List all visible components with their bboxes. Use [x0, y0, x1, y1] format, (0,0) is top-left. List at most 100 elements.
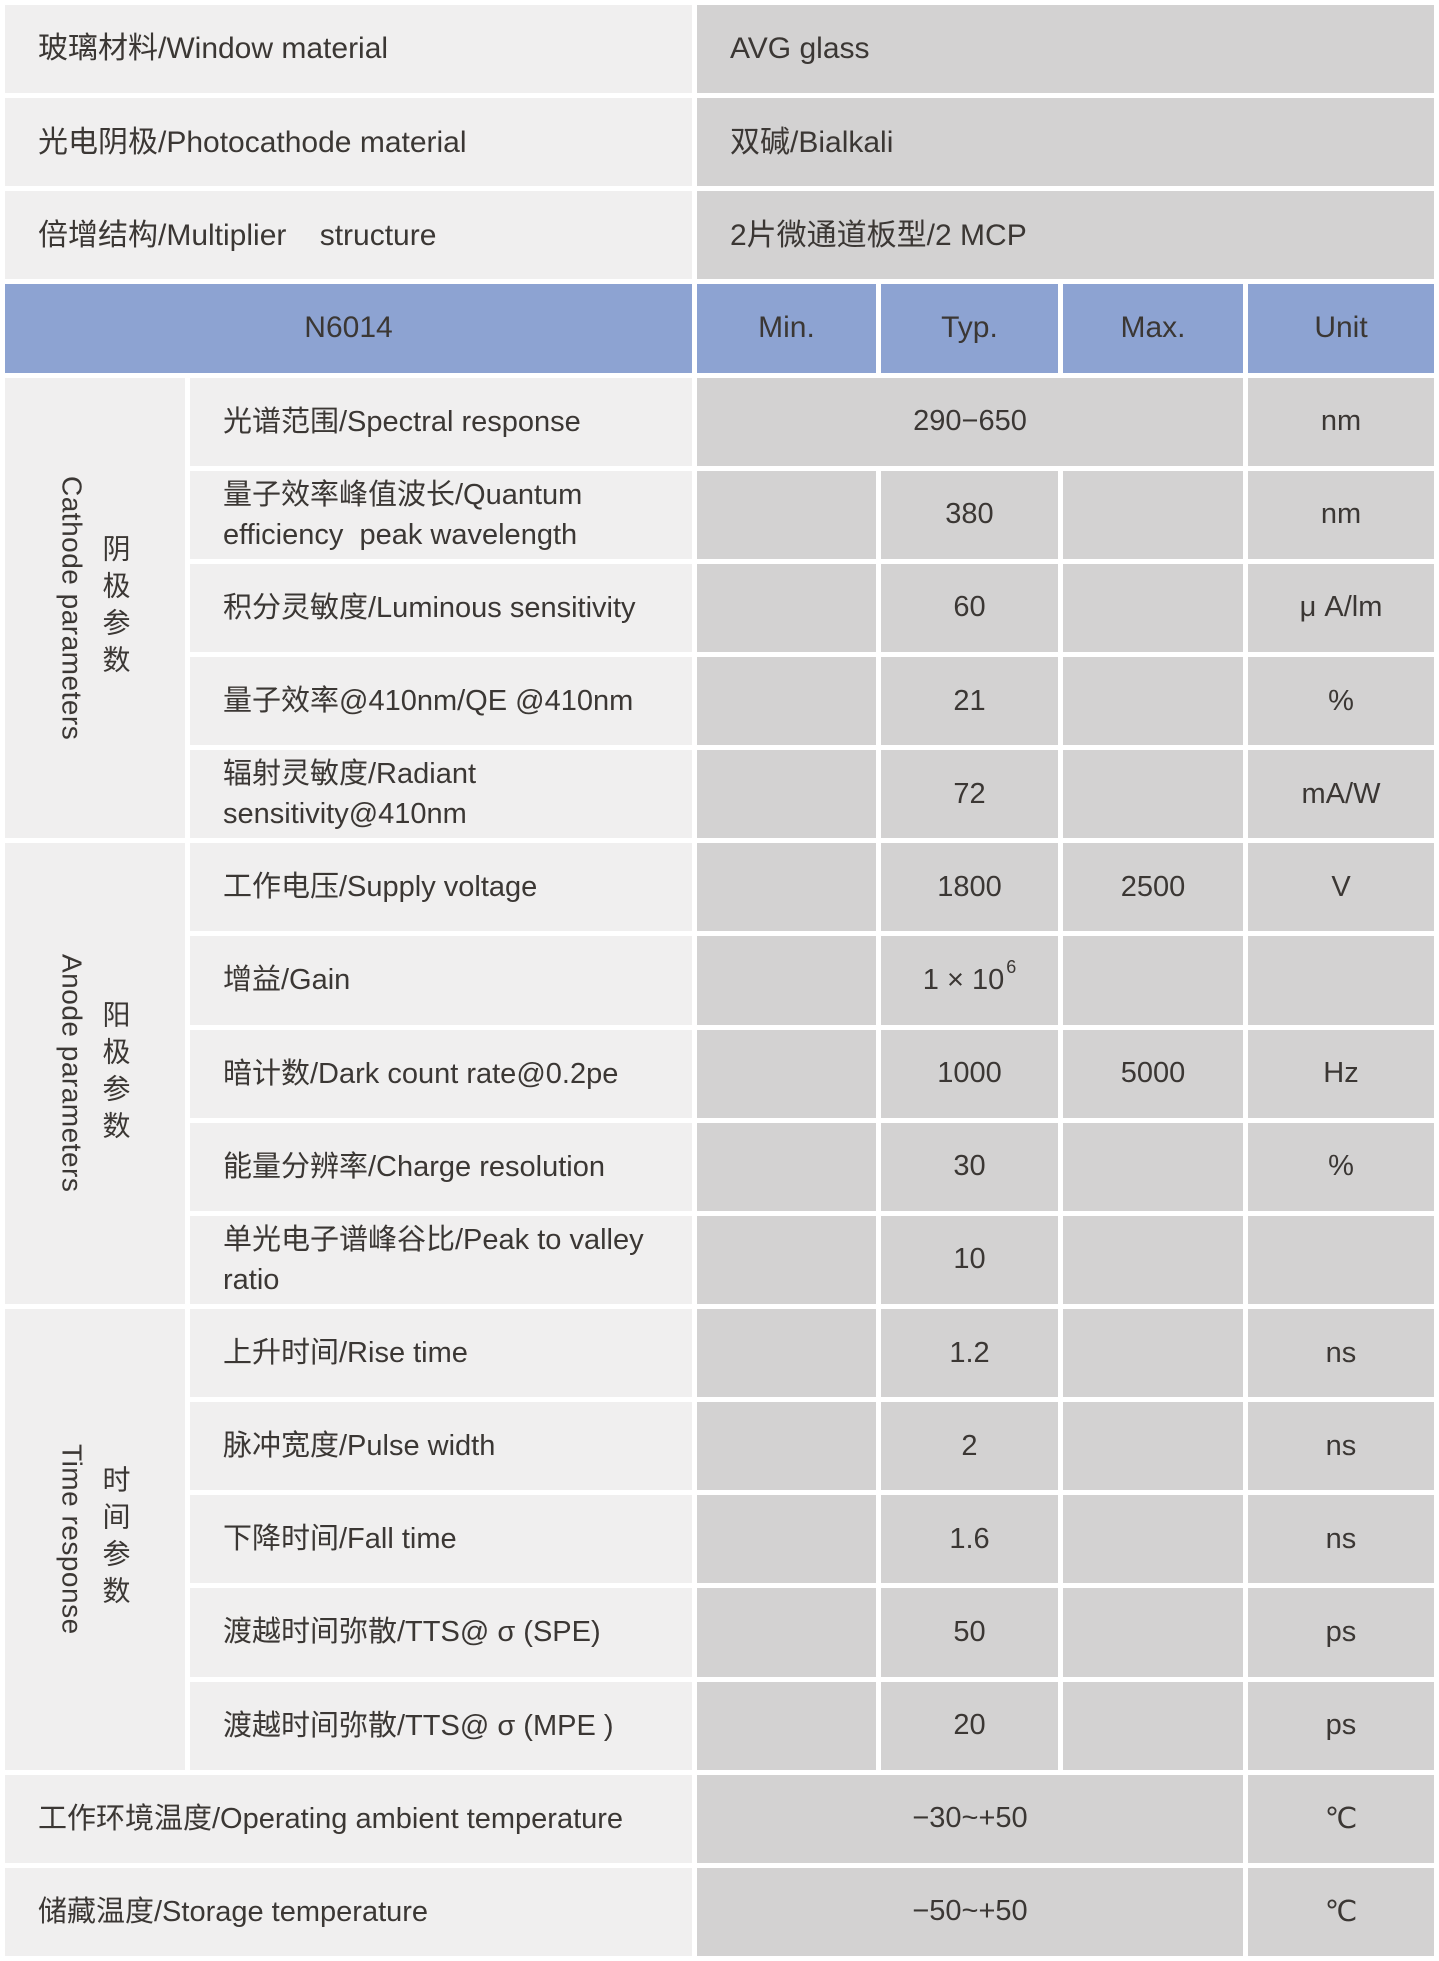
- row-label-charge-resolution: 能量分辨率/Charge resolution: [190, 1122, 692, 1211]
- row-label-qe-410nm: 量子效率@410nm/QE @410nm: [190, 657, 692, 746]
- value-typ-gain: 1 × 10 6: [881, 936, 1058, 1025]
- row-label-pulse-width: 脉冲宽度/Pulse width: [190, 1402, 692, 1491]
- value-typ-rise-time: 1.2: [881, 1309, 1058, 1398]
- value-max-supply-voltage: 2500: [1063, 843, 1243, 932]
- row-label-rise-time: 上升时间/Rise time: [190, 1309, 692, 1398]
- row-value-photocathode-material: 双碱/Bialkali: [697, 98, 1434, 187]
- value-operating-ambient-temperature-range: −30~+50: [697, 1774, 1243, 1863]
- unit-empty: [1248, 936, 1434, 1025]
- group-en-text: Time response: [56, 1444, 88, 1635]
- gain-base: 1 × 10: [922, 963, 1005, 996]
- value-max-empty: [1063, 1122, 1243, 1211]
- unit-qe-peak-wavelength: nm: [1248, 470, 1434, 559]
- value-min-empty: [697, 843, 876, 932]
- vertical-label: Time response 时间参数: [56, 1444, 135, 1635]
- value-min-empty: [697, 657, 876, 746]
- row-label-gain: 增益/Gain: [190, 936, 692, 1025]
- group-zh-text: 时间参数: [99, 1465, 131, 1614]
- unit-operating-ambient-temperature: ℃: [1248, 1774, 1434, 1863]
- value-typ-peak-to-valley-ratio: 10: [881, 1215, 1058, 1304]
- value-typ-fall-time: 1.6: [881, 1495, 1058, 1584]
- vertical-label: Anode parameters 阳极参数: [56, 954, 135, 1192]
- row-label-supply-voltage: 工作电压/Supply voltage: [190, 843, 692, 932]
- header-unit: Unit: [1248, 284, 1434, 373]
- value-typ-tts-spe: 50: [881, 1588, 1058, 1677]
- unit-empty: [1248, 1215, 1434, 1304]
- row-label-tts-spe: 渡越时间弥散/TTS@ σ (SPE): [190, 1588, 692, 1677]
- unit-supply-voltage: V: [1248, 843, 1434, 932]
- row-label-dark-count-rate: 暗计数/Dark count rate@0.2pe: [190, 1029, 692, 1118]
- value-min-empty: [697, 1588, 876, 1677]
- gain-exponent: 6: [1006, 956, 1017, 977]
- value-typ-supply-voltage: 1800: [881, 843, 1058, 932]
- value-max-empty: [1063, 1588, 1243, 1677]
- unit-qe-410nm: %: [1248, 657, 1434, 746]
- row-label-multiplier-structure: 倍增结构/Multiplier structure: [5, 191, 692, 280]
- vertical-label: Cathode parameters 阴极参数: [56, 476, 135, 740]
- value-storage-temperature-range: −50~+50: [697, 1867, 1243, 1956]
- value-typ-qe-410nm: 21: [881, 657, 1058, 746]
- value-typ-qe-peak-wavelength: 380: [881, 470, 1058, 559]
- row-value-multiplier-structure: 2片微通道板型/2 MCP: [697, 191, 1434, 280]
- row-label-qe-peak-wavelength: 量子效率峰值波长/Quantum efficiency peak wavelen…: [190, 470, 692, 559]
- unit-charge-resolution: %: [1248, 1122, 1434, 1211]
- unit-tts-mpe: ps: [1248, 1681, 1434, 1770]
- row-value-window-material: AVG glass: [697, 5, 1434, 94]
- value-min-empty: [697, 1215, 876, 1304]
- unit-dark-count-rate: Hz: [1248, 1029, 1434, 1118]
- group-zh-text: 阴极参数: [99, 533, 131, 682]
- value-typ-pulse-width: 2: [881, 1402, 1058, 1491]
- header-min: Min.: [697, 284, 876, 373]
- row-label-luminous-sensitivity: 积分灵敏度/Luminous sensitivity: [190, 563, 692, 652]
- value-max-empty: [1063, 1495, 1243, 1584]
- group-label-cathode-parameters: Cathode parameters 阴极参数: [5, 377, 185, 839]
- value-min-empty: [697, 563, 876, 652]
- row-label-photocathode-material: 光电阴极/Photocathode material: [5, 98, 692, 187]
- value-min-empty: [697, 1309, 876, 1398]
- value-max-empty: [1063, 1681, 1243, 1770]
- value-min-empty: [697, 470, 876, 559]
- value-min-empty: [697, 1402, 876, 1491]
- row-label-storage-temperature: 储藏温度/Storage temperature: [5, 1867, 692, 1956]
- value-typ-charge-resolution: 30: [881, 1122, 1058, 1211]
- header-model: N6014: [5, 284, 692, 373]
- value-max-empty: [1063, 657, 1243, 746]
- unit-spectral-response: nm: [1248, 377, 1434, 466]
- group-en-text: Anode parameters: [56, 954, 88, 1193]
- value-typ-radiant-sensitivity: 72: [881, 750, 1058, 839]
- row-label-operating-ambient-temperature: 工作环境温度/Operating ambient temperature: [5, 1774, 692, 1863]
- unit-rise-time: ns: [1248, 1309, 1434, 1398]
- unit-luminous-sensitivity: μ A/lm: [1248, 563, 1434, 652]
- value-min-empty: [697, 1029, 876, 1118]
- value-min-empty: [697, 1495, 876, 1584]
- value-min-empty: [697, 1681, 876, 1770]
- row-label-radiant-sensitivity: 辐射灵敏度/Radiant sensitivity@410nm: [190, 750, 692, 839]
- value-max-empty: [1063, 563, 1243, 652]
- unit-fall-time: ns: [1248, 1495, 1434, 1584]
- value-min-empty: [697, 936, 876, 1025]
- row-label-fall-time: 下降时间/Fall time: [190, 1495, 692, 1584]
- group-label-time-response: Time response 时间参数: [5, 1309, 185, 1770]
- value-max-empty: [1063, 1402, 1243, 1491]
- value-max-empty: [1063, 750, 1243, 839]
- group-label-anode-parameters: Anode parameters 阳极参数: [5, 843, 185, 1304]
- value-max-empty: [1063, 470, 1243, 559]
- unit-radiant-sensitivity: mA/W: [1248, 750, 1434, 839]
- row-label-window-material: 玻璃材料/Window material: [5, 5, 692, 94]
- header-max: Max.: [1063, 284, 1243, 373]
- value-typ-dark-count-rate: 1000: [881, 1029, 1058, 1118]
- value-max-dark-count-rate: 5000: [1063, 1029, 1243, 1118]
- row-label-tts-mpe: 渡越时间弥散/TTS@ σ (MPE ): [190, 1681, 692, 1770]
- header-typ: Typ.: [881, 284, 1058, 373]
- value-max-empty: [1063, 1215, 1243, 1304]
- value-min-empty: [697, 1122, 876, 1211]
- row-label-peak-to-valley-ratio: 单光电子谱峰谷比/Peak to valley ratio: [190, 1215, 692, 1304]
- unit-storage-temperature: ℃: [1248, 1867, 1434, 1956]
- row-label-spectral-response: 光谱范围/Spectral response: [190, 377, 692, 466]
- value-typ-luminous-sensitivity: 60: [881, 563, 1058, 652]
- unit-tts-spe: ps: [1248, 1588, 1434, 1677]
- value-max-empty: [1063, 936, 1243, 1025]
- value-min-empty: [697, 750, 876, 839]
